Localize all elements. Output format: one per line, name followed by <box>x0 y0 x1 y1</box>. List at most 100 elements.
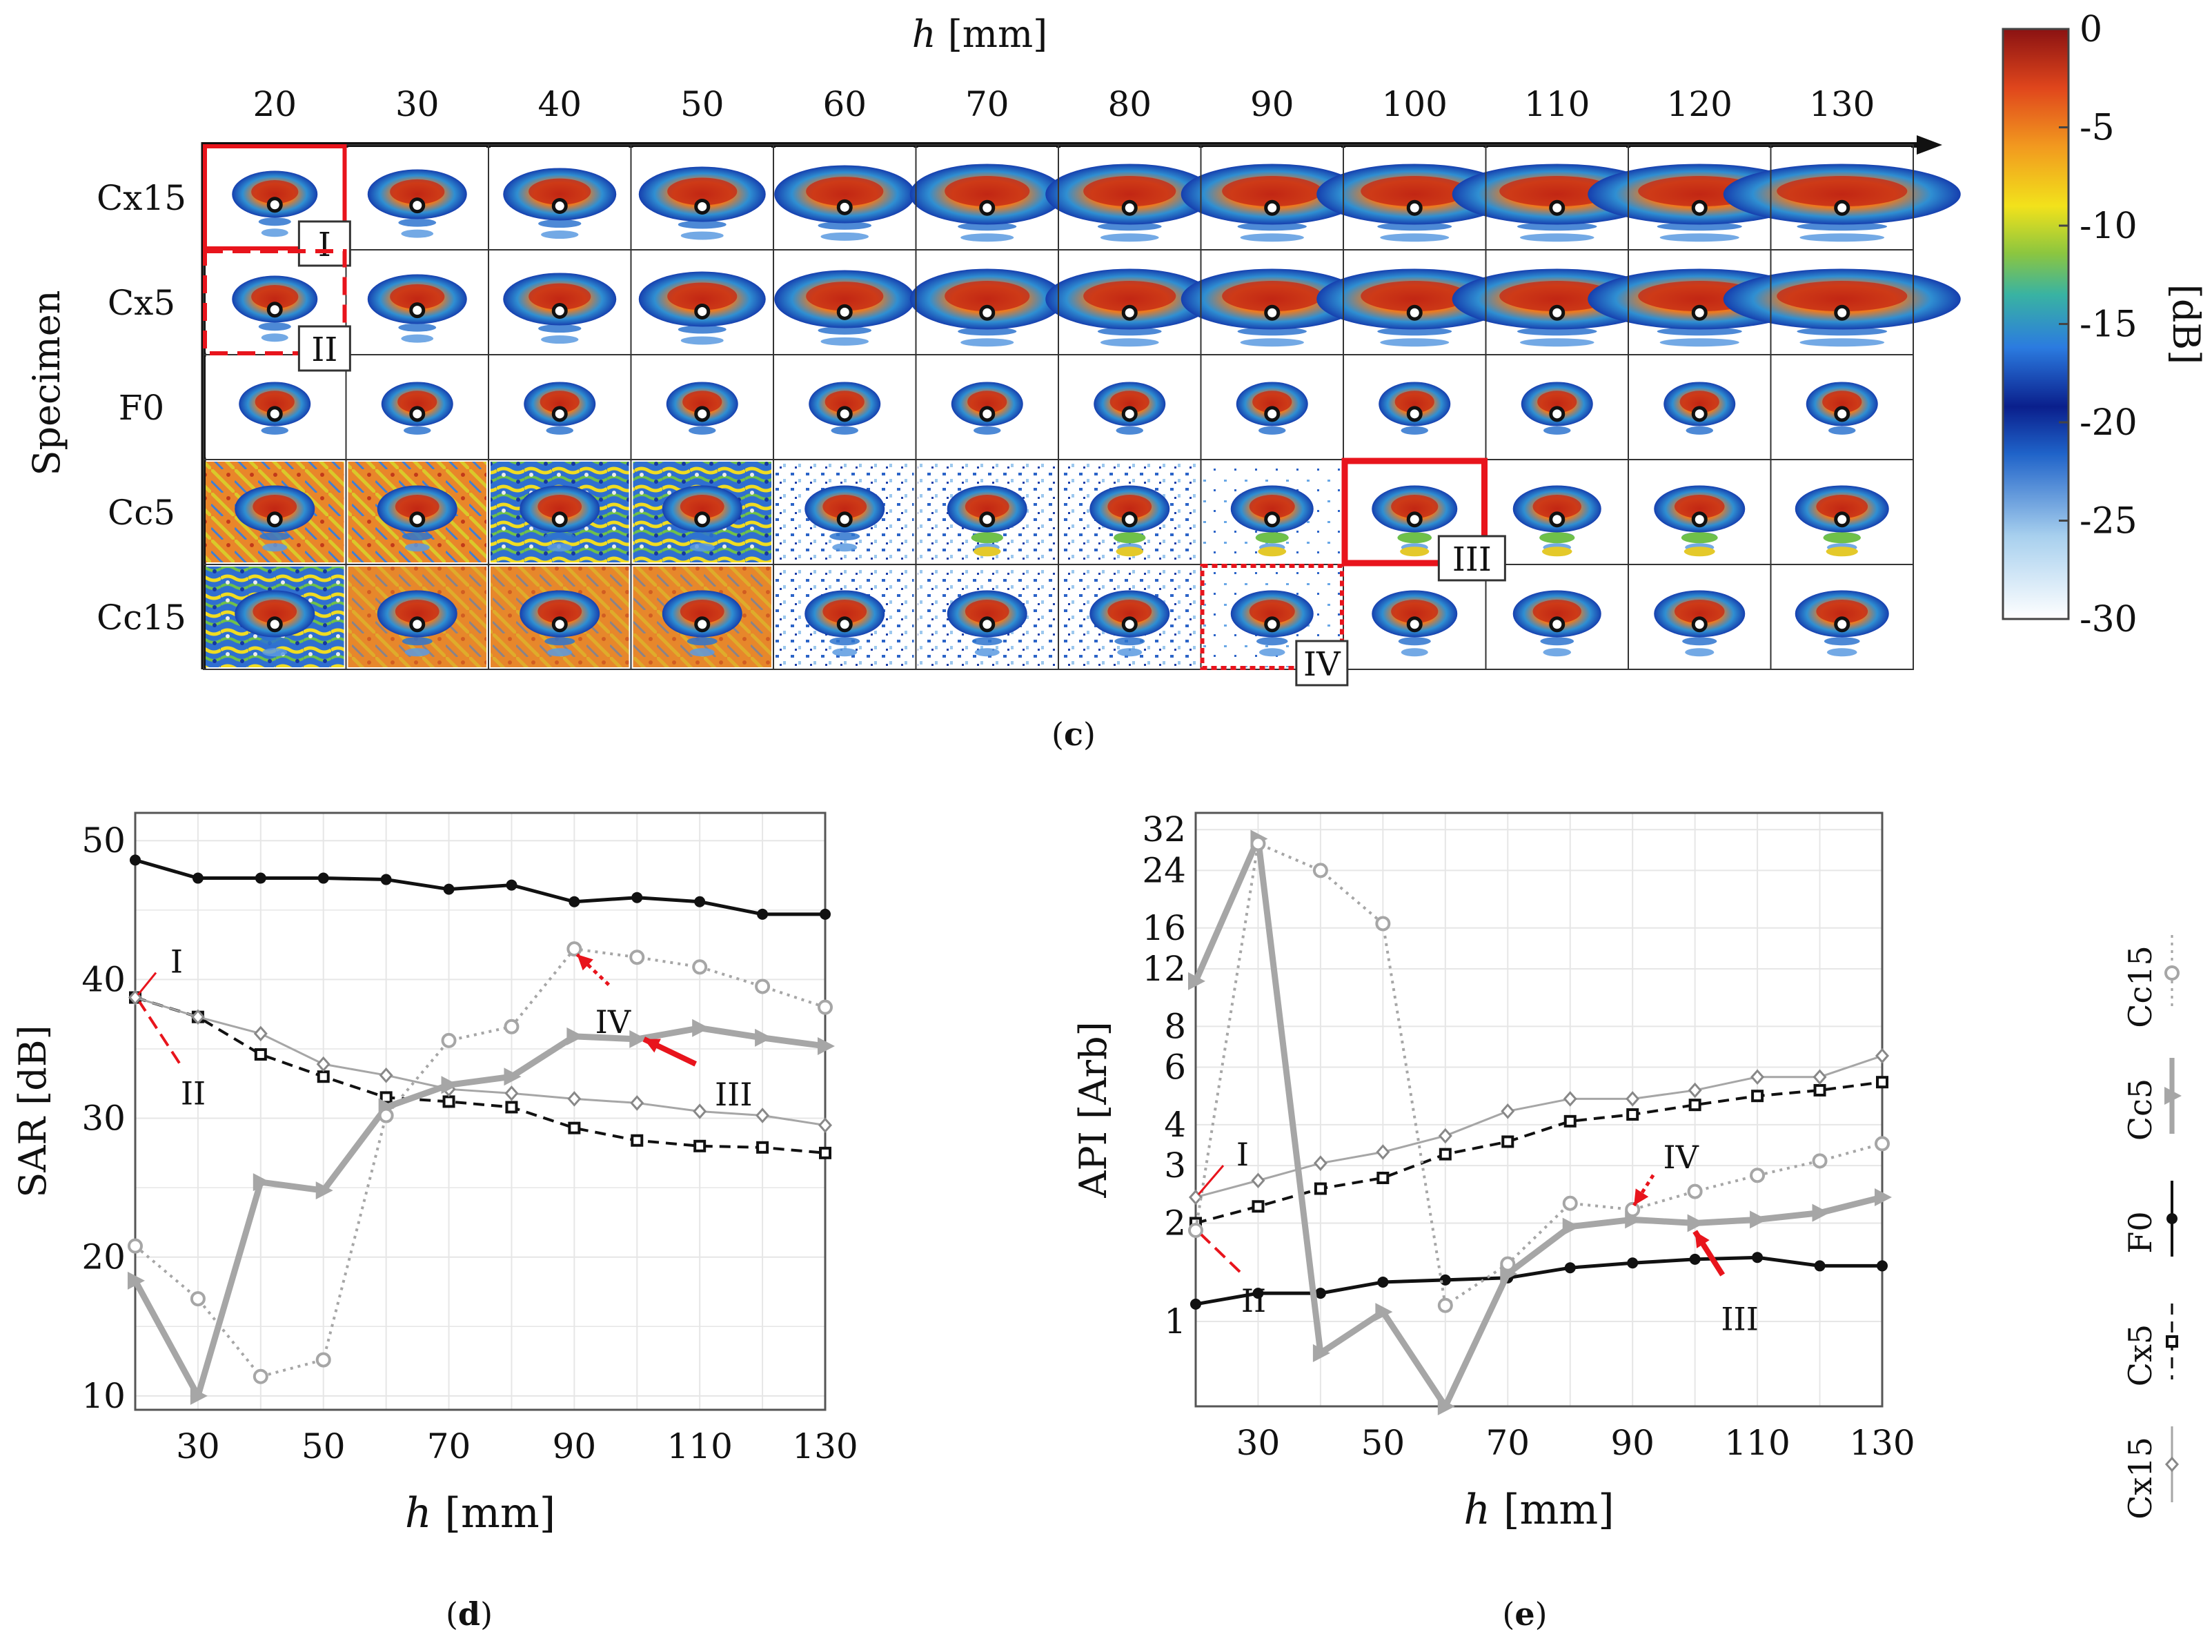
chart-d-annotation-III: III <box>642 1036 753 1113</box>
chart-e-point-Cc5-80 <box>1562 1217 1580 1236</box>
chart-d-ytick-30: 30 <box>81 1099 126 1139</box>
chart-d-line-Cx5 <box>135 996 826 1154</box>
chart-e-point-Cx15-110 <box>1750 1069 1765 1085</box>
heatmap-cell-Cc5-70 <box>915 459 1059 565</box>
chart-e-point-F0-110 <box>1752 1252 1764 1263</box>
heatmap-cell-F0-90 <box>1200 354 1344 460</box>
legend-label-Cc15: Cc15 <box>2122 945 2159 1028</box>
chart-d-point-Cc5-110 <box>692 1019 710 1037</box>
chart-e-point-Cc5-40 <box>1312 1344 1330 1362</box>
chart-d-point-Cc15-100 <box>629 950 645 965</box>
chart-e-point-Cx15-120 <box>1813 1069 1827 1085</box>
heatmap-cell-Cc5-130 <box>1770 459 1914 565</box>
heatmap-cell-Cc5-110 <box>1485 459 1629 565</box>
chart-e-annotation-label-II: II <box>1241 1282 1266 1319</box>
chart-e-series-Cc5 <box>1188 829 1892 1415</box>
column-label-70: 70 <box>965 84 1009 124</box>
chart-e-line-F0 <box>1195 1255 1882 1306</box>
chart-e-point-Cx5-60 <box>1439 1148 1452 1161</box>
heatmap-cell-Cx5-50 <box>630 249 774 355</box>
legend-marker-Cc15 <box>2164 965 2180 981</box>
heatmap-cell-Cx5-80 <box>1045 249 1214 355</box>
chart-d-point-Cc15-20 <box>128 1238 143 1254</box>
chart-d-point-Cx15-110 <box>693 1103 707 1119</box>
chart-d-point-Cx15-80 <box>504 1085 519 1101</box>
chart-d-point-Cx5-90 <box>568 1121 581 1134</box>
chart-d-xtick-130: 130 <box>792 1426 858 1466</box>
chart-e-point-Cc15-50 <box>1375 916 1391 932</box>
colorbar: 0 -5 -10 -15 -20 -25 -30 [dB] <box>2002 9 2208 640</box>
legend-label-F0: F0 <box>2122 1211 2159 1253</box>
chart-e-series-F0 <box>1190 1252 1888 1310</box>
heatmap-cell-F0-40 <box>488 354 632 460</box>
colorbar-tick-4: -20 <box>2080 402 2137 444</box>
chart-e-point-F0-120 <box>1814 1260 1826 1272</box>
heatmap-cell-F0-50 <box>630 354 774 460</box>
chart-e-point-Cc15-60 <box>1437 1297 1453 1313</box>
chart-d-point-Cc15-30 <box>190 1291 206 1307</box>
chart-e-ytick-8: 8 <box>1164 1006 1186 1046</box>
heatmap-cell-Cx15-70 <box>909 144 1065 250</box>
chart-d-point-Cx5-50 <box>317 1070 330 1083</box>
heatmap-cell-Cx15-50 <box>630 144 774 250</box>
chart-e-point-Cc5-130 <box>1875 1188 1892 1206</box>
chart-e-ytick-24: 24 <box>1142 850 1186 890</box>
chart-e-ytick-2: 2 <box>1164 1203 1186 1243</box>
heatmap-cell-Cc15-60 <box>773 564 917 670</box>
chart-e-point-Cx5-110 <box>1751 1090 1764 1103</box>
legend-entry-Cx5: Cx5 <box>2122 1304 2178 1386</box>
chart-d-point-Cc5-40 <box>253 1173 270 1192</box>
chart-e-point-Cc15-130 <box>1875 1136 1890 1152</box>
chart-d-point-Cc5-80 <box>504 1068 522 1086</box>
heatmap-cell-F0-70 <box>915 354 1059 460</box>
legend: Cc15 Cc5 F0 Cx5 Cx15 <box>2122 935 2182 1520</box>
chart-e-point-Cc15-120 <box>1812 1153 1828 1169</box>
chart-d-ytick-20: 20 <box>81 1237 126 1277</box>
chart-d-point-Cx15-30 <box>190 1009 205 1025</box>
chart-e-series-Cx15 <box>1188 1048 1890 1206</box>
chart-e-point-Cc15-80 <box>1562 1195 1578 1211</box>
chart-e-point-Cc15-90 <box>1625 1201 1641 1217</box>
chart-e-xtick-130: 130 <box>1849 1423 1915 1463</box>
chart-d-point-Cx5-110 <box>693 1139 707 1152</box>
legend-entry-Cc15: Cc15 <box>2122 935 2180 1028</box>
chart-e-point-Cx15-80 <box>1563 1091 1577 1107</box>
chart-e-ytick-6: 6 <box>1164 1048 1186 1088</box>
chart-e-annotation-label-IV: IV <box>1663 1139 1699 1176</box>
chart-d-annotation-label-IV: IV <box>595 1003 631 1041</box>
column-label-120: 120 <box>1667 84 1732 124</box>
chart-e-point-Cc15-40 <box>1312 863 1328 878</box>
chart-e-point-Cc15-110 <box>1750 1168 1766 1183</box>
chart-e-xtick-70: 70 <box>1485 1423 1530 1463</box>
chart-d-point-Cx5-130 <box>819 1146 831 1159</box>
chart-e-line-Cx15 <box>1195 1054 1883 1199</box>
heatmap-cell-Cc5-90 <box>1200 459 1344 565</box>
chart-d-point-Cx5-70 <box>442 1095 455 1108</box>
chart-d-point-Cc15-50 <box>315 1352 331 1368</box>
heatmap-cell-Cx5-100 <box>1316 249 1513 355</box>
chart-d-point-Cc5-100 <box>629 1030 647 1048</box>
chart-d-point-F0-90 <box>569 896 580 907</box>
chart-d-frame <box>134 812 827 1411</box>
chart-d-line-Cc15 <box>134 947 826 1378</box>
heatmap-cell-Cx5-30 <box>345 249 489 355</box>
legend-marker-Cx5 <box>2166 1335 2178 1348</box>
chart-d-point-F0-30 <box>192 872 204 884</box>
heatmap-cell-F0-130 <box>1770 354 1914 460</box>
annotation-III: III <box>1341 458 1506 582</box>
heatmap-cell-Cx15-80 <box>1045 144 1214 250</box>
chart-e-point-Cc15-70 <box>1500 1256 1516 1272</box>
chart-e-ytick-3: 3 <box>1164 1145 1186 1186</box>
chart-e-ytick-16: 16 <box>1142 908 1186 948</box>
chart-d-point-Cc5-50 <box>315 1181 333 1200</box>
heatmap-cell-Cc5-80 <box>1058 459 1202 565</box>
colorbar-gradient <box>2002 28 2070 620</box>
heatmap-cell-Cc15-130 <box>1770 564 1914 670</box>
chart-d-point-Cc15-70 <box>441 1032 457 1048</box>
chart-d-xtick-30: 30 <box>176 1426 220 1466</box>
chart-e-ytick-12: 12 <box>1142 949 1186 989</box>
chart-d-point-Cc15-90 <box>566 941 582 957</box>
chart-d-point-Cx5-40 <box>254 1048 267 1061</box>
